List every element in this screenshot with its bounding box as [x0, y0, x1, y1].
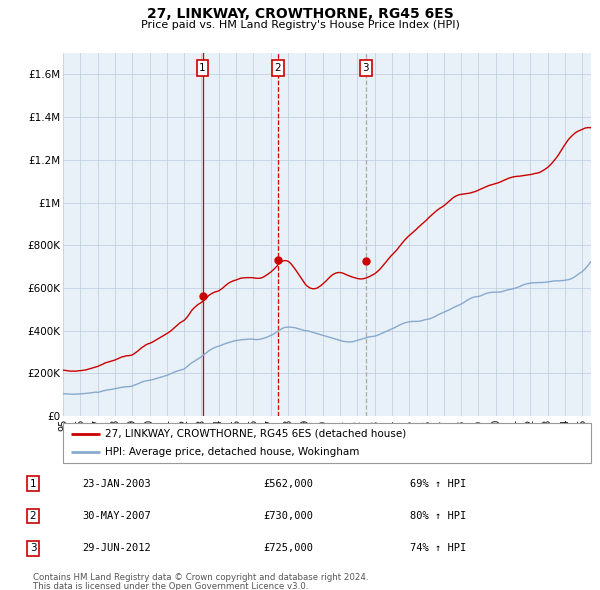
Text: 1: 1: [29, 478, 37, 489]
Text: 3: 3: [362, 63, 369, 73]
Text: 30-MAY-2007: 30-MAY-2007: [83, 511, 151, 521]
Text: Contains HM Land Registry data © Crown copyright and database right 2024.: Contains HM Land Registry data © Crown c…: [33, 573, 368, 582]
Text: HPI: Average price, detached house, Wokingham: HPI: Average price, detached house, Woki…: [105, 447, 359, 457]
Text: This data is licensed under the Open Government Licence v3.0.: This data is licensed under the Open Gov…: [33, 582, 308, 590]
Text: 2: 2: [29, 511, 37, 521]
Text: 23-JAN-2003: 23-JAN-2003: [83, 478, 151, 489]
Text: 27, LINKWAY, CROWTHORNE, RG45 6ES (detached house): 27, LINKWAY, CROWTHORNE, RG45 6ES (detac…: [105, 429, 406, 439]
Text: 80% ↑ HPI: 80% ↑ HPI: [410, 511, 466, 521]
Text: £725,000: £725,000: [263, 543, 313, 553]
Text: £730,000: £730,000: [263, 511, 313, 521]
Text: 29-JUN-2012: 29-JUN-2012: [83, 543, 151, 553]
Text: 2: 2: [275, 63, 281, 73]
Text: 27, LINKWAY, CROWTHORNE, RG45 6ES: 27, LINKWAY, CROWTHORNE, RG45 6ES: [146, 7, 454, 21]
Text: 74% ↑ HPI: 74% ↑ HPI: [410, 543, 466, 553]
Text: 1: 1: [199, 63, 206, 73]
Text: £562,000: £562,000: [263, 478, 313, 489]
Text: Price paid vs. HM Land Registry's House Price Index (HPI): Price paid vs. HM Land Registry's House …: [140, 20, 460, 30]
Text: 3: 3: [29, 543, 37, 553]
Text: 69% ↑ HPI: 69% ↑ HPI: [410, 478, 466, 489]
